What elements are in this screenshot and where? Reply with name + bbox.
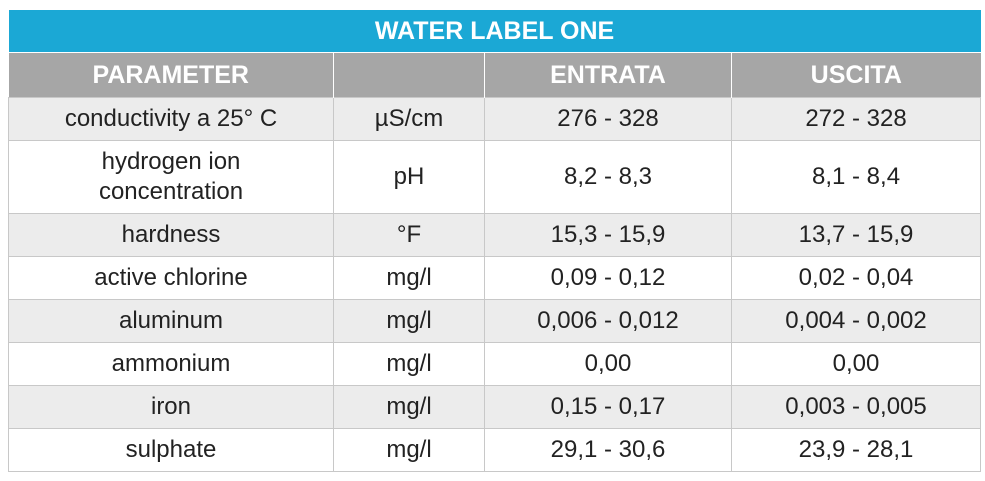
table-row: hardness °F 15,3 - 15,9 13,7 - 15,9	[8, 213, 982, 257]
table-cell: pH	[333, 140, 485, 214]
table-cell: 0,004 - 0,002	[730, 299, 982, 343]
table-cell: 272 - 328	[730, 97, 982, 141]
table-cell: 0,09 - 0,12	[484, 256, 732, 300]
table-row: active chlorine mg/l 0,09 - 0,12 0,02 - 0,0…	[8, 256, 982, 300]
table-cell: 8,1 - 8,4	[730, 140, 982, 214]
table-cell: 276 - 328	[484, 97, 732, 141]
table-cell: mg/l	[333, 428, 485, 472]
cell-text: mg/l	[386, 436, 432, 463]
cell-text: active chlorine	[94, 264, 248, 291]
table-cell: mg/l	[333, 256, 485, 300]
cell-text: 0,02 - 0,04	[798, 264, 914, 291]
cell-text: iron	[150, 393, 192, 420]
cell-text: mg/l	[386, 264, 432, 291]
header-cell: PARAMETER	[8, 52, 334, 98]
table-cell: ammonium	[8, 342, 334, 386]
table-cell: sulphate	[8, 428, 334, 472]
cell-text: hardness	[121, 221, 221, 248]
table-row: aluminum mg/l 0,006 - 0,012 0,004 - 0,002	[8, 299, 982, 343]
table-cell: active chlorine	[8, 256, 334, 300]
cell-text: 272 - 328	[805, 105, 907, 132]
cell-text: mg/l	[386, 393, 432, 420]
table-cell: 0,02 - 0,04	[730, 256, 982, 300]
cell-text: 276 - 328	[557, 105, 659, 132]
table-cell: conductivity a 25° C	[8, 97, 334, 141]
table-cell: 0,006 - 0,012	[484, 299, 732, 343]
cell-text: aluminum	[118, 307, 224, 334]
cell-text: 0,003 - 0,005	[785, 393, 927, 420]
table-cell: 15,3 - 15,9	[484, 213, 732, 257]
cell-text: µS/cm	[374, 105, 444, 132]
cell-text: 0,004 - 0,002	[785, 307, 927, 334]
table-cell: mg/l	[333, 299, 485, 343]
table-cell: 0,15 - 0,17	[484, 385, 732, 429]
table-row: sulphate mg/l 29,1 - 30,6 23,9 - 28,1	[8, 428, 982, 472]
table-cell: mg/l	[333, 342, 485, 386]
table-body: conductivity a 25° C µS/cm 276 - 328 272 - …	[8, 97, 982, 472]
cell-text: 0,09 - 0,12	[550, 264, 666, 291]
cell-text: pH	[393, 163, 425, 190]
cell-text: 0,006 - 0,012	[537, 307, 679, 334]
cell-text: sulphate	[125, 436, 217, 463]
table-cell: 29,1 - 30,6	[484, 428, 732, 472]
table-row: hydrogen ion concentration pH 8,2 - 8,3 8,1…	[8, 140, 982, 214]
cell-text: mg/l	[386, 307, 432, 334]
cell-text: hydrogen ion concentration	[98, 148, 244, 205]
cell-text: 8,1 - 8,4	[811, 163, 901, 190]
table-cell: 0,003 - 0,005	[730, 385, 982, 429]
header-cell: USCITA	[730, 52, 981, 98]
table-title: WATER LABEL ONE	[8, 10, 981, 53]
table-cell: aluminum	[8, 299, 334, 343]
water-table: WATER LABEL ONE PARAMETER ENTRATA USCITA…	[8, 10, 982, 472]
table-cell: mg/l	[333, 385, 485, 429]
cell-text: 0,00	[584, 350, 632, 377]
cell-text: 15,3 - 15,9	[550, 221, 666, 248]
cell-text: conductivity a 25° C	[64, 105, 278, 132]
header-cell	[333, 52, 485, 98]
header-cell: ENTRATA	[484, 52, 732, 98]
table-cell: hydrogen ion concentration	[8, 140, 334, 214]
table-cell: 0,00	[484, 342, 732, 386]
cell-text: ammonium	[111, 350, 231, 377]
cell-text: 8,2 - 8,3	[563, 163, 653, 190]
cell-text: °F	[396, 221, 422, 248]
cell-text: 23,9 - 28,1	[798, 436, 914, 463]
table-row: iron mg/l 0,15 - 0,17 0,003 - 0,005	[8, 385, 982, 429]
table-row: ammonium mg/l 0,00 0,00	[8, 342, 982, 386]
table-cell: °F	[333, 213, 485, 257]
table-cell: 13,7 - 15,9	[730, 213, 982, 257]
cell-text: 0,00	[832, 350, 880, 377]
cell-text: 29,1 - 30,6	[550, 436, 666, 463]
table-cell: 0,00	[730, 342, 982, 386]
cell-text: 13,7 - 15,9	[798, 221, 914, 248]
cell-text: 0,15 - 0,17	[550, 393, 666, 420]
table-cell: µS/cm	[333, 97, 485, 141]
table-cell: 23,9 - 28,1	[730, 428, 982, 472]
table-cell: hardness	[8, 213, 334, 257]
table-cell: iron	[8, 385, 334, 429]
table-row: conductivity a 25° C µS/cm 276 - 328 272 - …	[8, 97, 982, 141]
cell-text: mg/l	[386, 350, 432, 377]
table-cell: 8,2 - 8,3	[484, 140, 732, 214]
